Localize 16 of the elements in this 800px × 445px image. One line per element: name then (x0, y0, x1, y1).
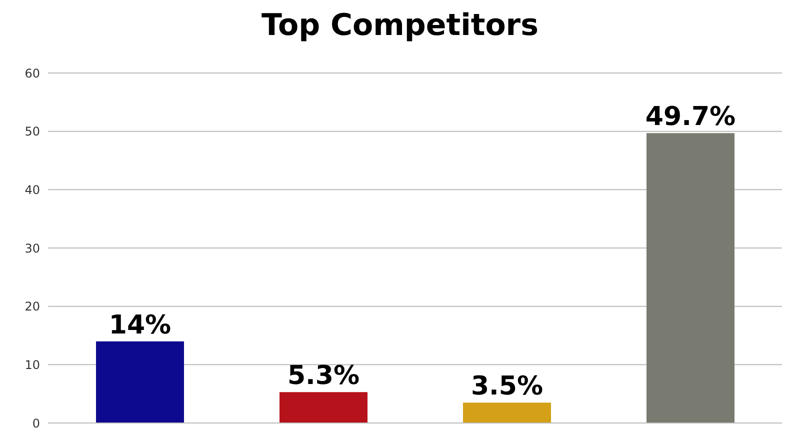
chart-title: Top Competitors (260, 8, 540, 43)
data-label: 14% (108, 310, 172, 340)
y-tick-label: 40 (24, 182, 40, 197)
data-label: 49.7% (645, 102, 736, 132)
y-tick-label: 60 (24, 66, 40, 80)
bar (463, 402, 551, 423)
y-tick-label: 0 (32, 416, 40, 430)
data-label: 3.5% (470, 372, 544, 402)
bar (646, 133, 734, 423)
bar (280, 392, 368, 423)
y-tick-label: 30 (24, 241, 40, 256)
data-label: 5.3% (287, 361, 360, 392)
bar (96, 341, 184, 423)
y-tick-label: 50 (24, 124, 40, 139)
y-tick-label: 10 (24, 358, 40, 372)
y-tick-label: 20 (24, 300, 40, 314)
